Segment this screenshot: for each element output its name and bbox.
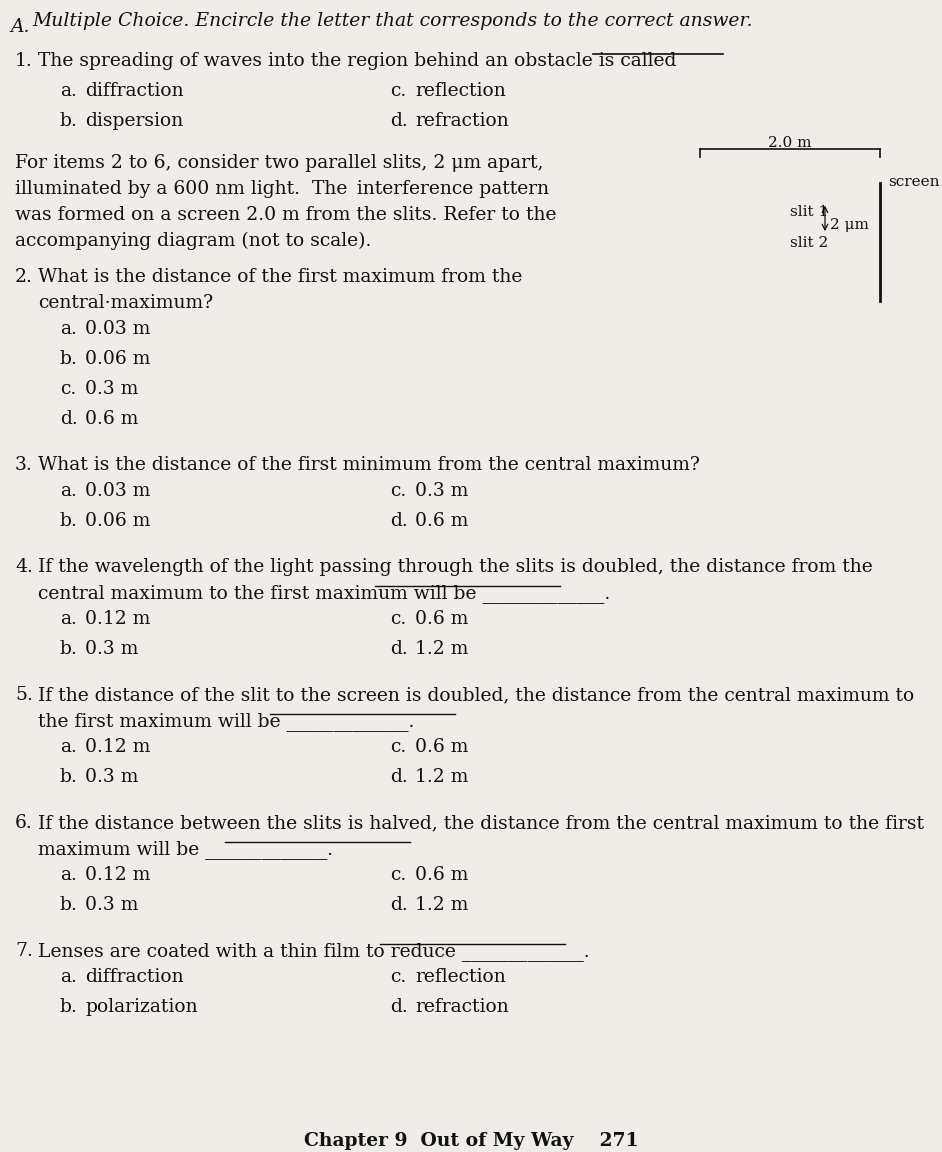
Text: 4.: 4. — [15, 558, 33, 576]
Text: 2.: 2. — [15, 268, 33, 286]
Text: Multiple Choice. Encircle the letter that corresponds to the correct answer.: Multiple Choice. Encircle the letter tha… — [32, 12, 753, 30]
Text: b.: b. — [60, 998, 78, 1016]
Text: 7.: 7. — [15, 942, 33, 960]
Text: reflection: reflection — [415, 82, 506, 100]
Text: a.: a. — [60, 738, 77, 756]
Text: 0.6 m: 0.6 m — [415, 738, 468, 756]
Text: screen: screen — [888, 175, 939, 189]
Text: a.: a. — [60, 320, 77, 338]
Text: The spreading of waves into the region behind an obstacle is called: The spreading of waves into the region b… — [38, 52, 676, 70]
Text: c.: c. — [390, 968, 406, 986]
Text: a.: a. — [60, 82, 77, 100]
Text: A.: A. — [10, 18, 29, 36]
Text: 0.12 m: 0.12 m — [85, 866, 151, 884]
Text: polarization: polarization — [85, 998, 198, 1016]
Text: c.: c. — [390, 82, 406, 100]
Text: 0.03 m: 0.03 m — [85, 320, 151, 338]
Text: b.: b. — [60, 768, 78, 786]
Text: If the distance of the slit to the screen is doubled, the distance from the cent: If the distance of the slit to the scree… — [38, 685, 915, 704]
Text: a.: a. — [60, 968, 77, 986]
Text: slit 1: slit 1 — [790, 205, 828, 219]
Text: 1.2 m: 1.2 m — [415, 896, 468, 914]
Text: b.: b. — [60, 511, 78, 530]
Text: For items 2 to 6, consider two parallel slits, 2 μm apart,: For items 2 to 6, consider two parallel … — [15, 154, 544, 172]
Text: 1.2 m: 1.2 m — [415, 768, 468, 786]
Text: c.: c. — [60, 380, 76, 397]
Text: accompanying diagram (not to scale).: accompanying diagram (not to scale). — [15, 232, 371, 250]
Text: 0.6 m: 0.6 m — [415, 511, 468, 530]
Text: b.: b. — [60, 350, 78, 367]
Text: maximum will be _____________.: maximum will be _____________. — [38, 840, 333, 859]
Text: If the wavelength of the light passing through the slits is doubled, the distanc: If the wavelength of the light passing t… — [38, 558, 872, 576]
Text: slit 2: slit 2 — [790, 236, 828, 250]
Text: a.: a. — [60, 866, 77, 884]
Text: b.: b. — [60, 896, 78, 914]
Text: 2 μm: 2 μm — [830, 219, 869, 233]
Text: 0.06 m: 0.06 m — [85, 511, 151, 530]
Text: d.: d. — [390, 511, 408, 530]
Text: d.: d. — [390, 641, 408, 658]
Text: 3.: 3. — [15, 456, 33, 473]
Text: b.: b. — [60, 112, 78, 130]
Text: d.: d. — [390, 768, 408, 786]
Text: 0.3 m: 0.3 m — [85, 896, 138, 914]
Text: a.: a. — [60, 611, 77, 628]
Text: 0.6 m: 0.6 m — [85, 410, 138, 429]
Text: dispersion: dispersion — [85, 112, 184, 130]
Text: reflection: reflection — [415, 968, 506, 986]
Text: If the distance between the slits is halved, the distance from the central maxim: If the distance between the slits is hal… — [38, 814, 924, 832]
Text: c.: c. — [390, 611, 406, 628]
Text: d.: d. — [60, 410, 78, 429]
Text: 0.3 m: 0.3 m — [85, 768, 138, 786]
Text: 0.6 m: 0.6 m — [415, 866, 468, 884]
Text: refraction: refraction — [415, 112, 509, 130]
Text: d.: d. — [390, 998, 408, 1016]
Text: 2.0 m: 2.0 m — [769, 136, 812, 150]
Text: 0.12 m: 0.12 m — [85, 738, 151, 756]
Text: What is the distance of the first minimum from the central maximum?: What is the distance of the first minimu… — [38, 456, 700, 473]
Text: diffraction: diffraction — [85, 82, 184, 100]
Text: 0.3 m: 0.3 m — [415, 482, 468, 500]
Text: 0.12 m: 0.12 m — [85, 611, 151, 628]
Text: d.: d. — [390, 896, 408, 914]
Text: 0.3 m: 0.3 m — [85, 380, 138, 397]
Text: illuminated by a 600 nm light.  The interference pattern: illuminated by a 600 nm light. The inter… — [15, 180, 549, 198]
Text: c.: c. — [390, 866, 406, 884]
Text: central maximum to the first maximum will be _____________.: central maximum to the first maximum wil… — [38, 584, 610, 602]
Text: was formed on a screen 2.0 m from the slits. Refer to the: was formed on a screen 2.0 m from the sl… — [15, 206, 557, 223]
Text: central·maximum?: central·maximum? — [38, 294, 213, 312]
Text: d.: d. — [390, 112, 408, 130]
Text: 6.: 6. — [15, 814, 33, 832]
Text: a.: a. — [60, 482, 77, 500]
Text: diffraction: diffraction — [85, 968, 184, 986]
Text: Chapter 9  Out of My Way    271: Chapter 9 Out of My Way 271 — [303, 1132, 639, 1150]
Text: 0.03 m: 0.03 m — [85, 482, 151, 500]
Text: refraction: refraction — [415, 998, 509, 1016]
Text: 0.6 m: 0.6 m — [415, 611, 468, 628]
Text: 0.3 m: 0.3 m — [85, 641, 138, 658]
Text: 0.06 m: 0.06 m — [85, 350, 151, 367]
Text: c.: c. — [390, 738, 406, 756]
Text: 1.2 m: 1.2 m — [415, 641, 468, 658]
Text: Lenses are coated with a thin film to reduce _____________.: Lenses are coated with a thin film to re… — [38, 942, 590, 961]
Text: 5.: 5. — [15, 685, 33, 704]
Text: the first maximum will be _____________.: the first maximum will be _____________. — [38, 712, 414, 732]
Text: What is the distance of the first maximum from the: What is the distance of the first maximu… — [38, 268, 523, 286]
Text: c.: c. — [390, 482, 406, 500]
Text: 1.: 1. — [15, 52, 33, 70]
Text: b.: b. — [60, 641, 78, 658]
